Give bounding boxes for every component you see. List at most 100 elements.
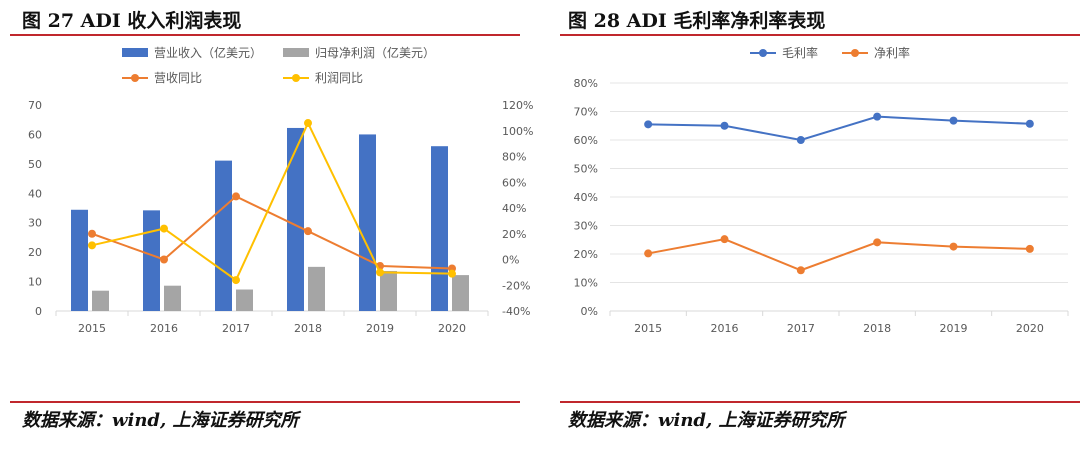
y-tick-label: 0% [581,305,598,318]
y-right-tick-label: 100% [502,125,533,138]
legend-swatch-marker [292,74,300,82]
margin-chart: 0% 10% 20% 30% 40% 50% 60% 70% 80% 2015 2016 2017 20… [574,45,1069,335]
bar-revenue [215,160,232,311]
bar-net-profit [380,270,397,311]
point-net-margin [1025,244,1034,253]
point-net-margin [720,235,729,244]
bar-net-profit [308,266,325,311]
left-top-rule [10,34,520,36]
right-source-note: 数据来源：wind, 上海证券研究所 [568,410,845,431]
y-tick-label: 40% [574,191,598,204]
y-left-tick-label: 40 [28,187,42,200]
y-tick-label: 10% [574,277,598,290]
y-left-tick-label: 30 [28,217,42,230]
point-revenue-yoy [88,229,96,238]
bar-revenue [143,210,160,311]
y-right-tick-label: -40% [502,305,530,318]
legend-label: 归母净利润（亿美元） [315,45,435,60]
y-right-tick-label: 60% [502,176,526,189]
revenue-profit-chart: 0 10 20 30 40 50 60 70 -40% -20% 0% 20% 40% 60% 80% 100… [28,45,533,335]
left-bottom-rule [10,401,520,403]
bar-net-profit [164,285,181,311]
point-gross-margin [644,120,653,129]
right-figure-panel: 图 28 ADI 毛利率净利率表现 0% 10% 20% 30% 40% 50% 60% 70… [560,0,1080,449]
legend-swatch-marker [759,49,767,57]
y-right-tick-label: 80% [502,151,526,164]
point-profit-yoy [232,276,240,285]
legend-swatch-marker [131,74,139,82]
y-left-tick-label: 0 [35,305,42,318]
y-right-tick-label: 20% [502,228,526,241]
x-tick-label: 2020 [1016,322,1044,335]
bar-revenue [359,134,376,311]
point-profit-yoy [160,224,168,233]
x-tick-label: 2019 [940,322,968,335]
series-line-gross-margin [648,115,1030,142]
left-source-note: 数据来源：wind, 上海证券研究所 [22,410,299,431]
legend-label: 营业收入（亿美元） [154,45,262,60]
point-net-margin [873,238,882,247]
x-tick-label: 2018 [294,322,322,335]
y-tick-label: 70% [574,106,598,119]
y-left-tick-label: 20 [28,246,42,259]
point-profit-yoy [448,269,456,278]
y-left-tick-label: 60 [28,128,42,141]
point-revenue-yoy [232,192,240,201]
bar-revenue [287,127,304,311]
series-line-revenue-yoy [91,195,453,270]
legend-label: 营收同比 [154,71,202,85]
legend-swatch [122,48,148,57]
point-gross-margin [1025,119,1034,128]
point-net-margin [949,242,958,251]
y-right-tick-label: 40% [502,202,526,215]
bar-net-profit [92,290,109,311]
y-tick-label: 80% [574,77,598,90]
x-tick-label: 2015 [634,322,662,335]
left-figure-title: 图 27 ADI 收入利润表现 [22,10,242,32]
point-gross-margin [796,136,805,144]
y-tick-label: 30% [574,220,598,233]
right-bottom-rule [560,401,1080,403]
point-gross-margin [873,112,882,121]
bar-revenue [431,146,448,311]
left-figure-panel: 图 27 ADI 收入利润表现 0 10 20 30 40 50 60 70 -40% -20% 0… [10,10,533,431]
bar-net-profit [236,289,253,311]
point-net-margin [644,249,653,258]
right-top-rule [560,34,1080,36]
y-left-tick-label: 70 [28,99,42,112]
y-tick-label: 60% [574,134,598,147]
legend-label: 净利率 [874,45,910,60]
y-right-tick-label: -20% [502,279,530,292]
legend-label: 利润同比 [315,71,363,85]
x-tick-label: 2017 [787,322,815,335]
right-figure-title: 图 28 ADI 毛利率净利率表现 [568,10,826,32]
series-line-net-margin [647,238,1030,272]
x-tick-label: 2016 [711,322,739,335]
x-tick-label: 2018 [863,322,891,335]
x-tick-label: 2020 [438,322,466,335]
point-gross-margin [720,121,729,130]
x-tick-label: 2019 [366,322,394,335]
point-profit-yoy [304,119,312,128]
y-left-tick-label: 10 [28,276,42,289]
legend-swatch [283,48,309,57]
x-tick-label: 2015 [78,322,106,335]
legend-swatch-marker [851,49,859,57]
bar-revenue [71,209,88,311]
point-profit-yoy [376,268,384,277]
legend-label: 毛利率 [782,45,818,60]
y-right-tick-label: 120% [502,99,533,112]
y-tick-label: 50% [574,163,598,176]
point-net-margin [796,266,805,275]
series-line-profit-yoy [91,120,453,282]
point-gross-margin [949,116,958,125]
y-tick-label: 20% [574,248,598,261]
point-revenue-yoy [160,255,168,264]
y-right-tick-label: 0% [502,254,519,267]
point-profit-yoy [88,241,96,250]
x-tick-label: 2016 [150,322,178,335]
point-revenue-yoy [304,227,312,236]
y-left-tick-label: 50 [28,158,42,171]
x-tick-label: 2017 [222,322,250,335]
bar-net-profit [452,275,469,311]
